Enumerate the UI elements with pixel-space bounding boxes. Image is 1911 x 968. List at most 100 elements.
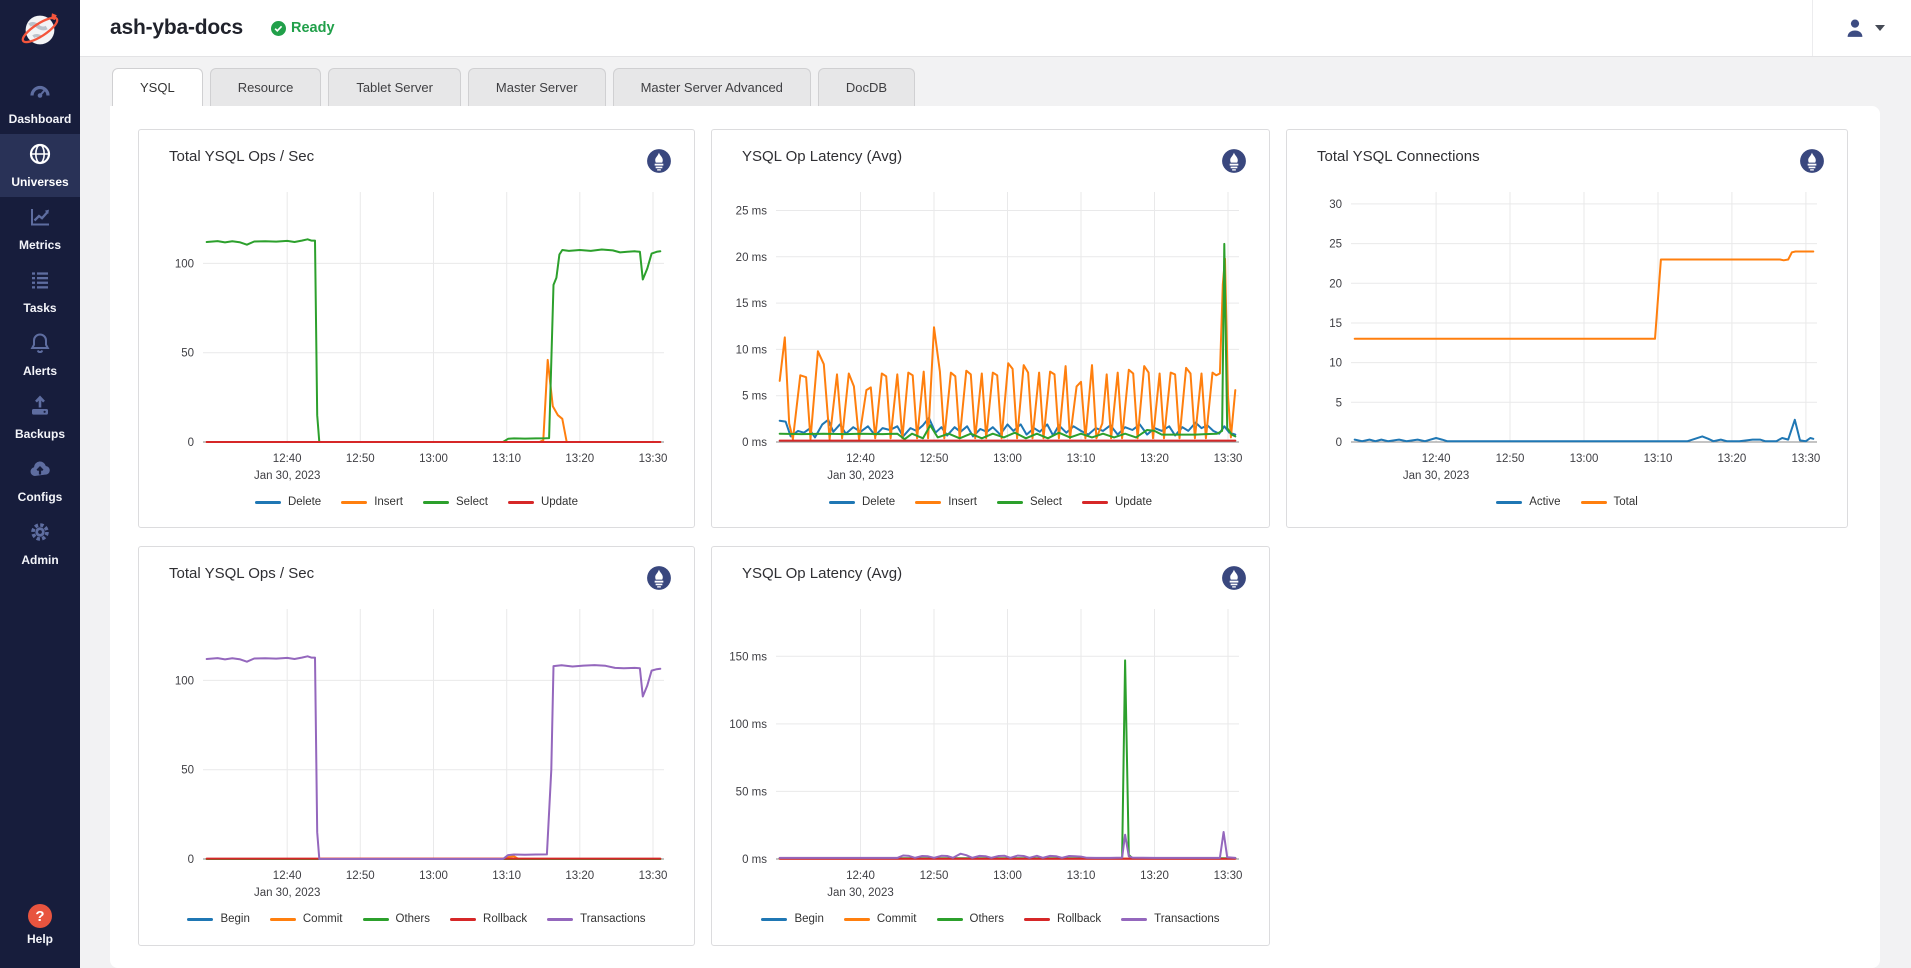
prometheus-icon[interactable] (1799, 148, 1825, 174)
svg-text:12:50: 12:50 (920, 870, 949, 882)
svg-text:10: 10 (1329, 358, 1342, 370)
svg-text:13:00: 13:00 (993, 870, 1022, 882)
tab-ysql[interactable]: YSQL (112, 68, 203, 106)
prometheus-icon[interactable] (646, 148, 672, 174)
page-title: ash-yba-docs (110, 16, 243, 40)
legend-label: Delete (288, 496, 321, 508)
legend-swatch (915, 501, 941, 504)
svg-text:13:10: 13:10 (492, 870, 521, 882)
legend-item-others[interactable]: Others (937, 913, 1005, 925)
legend-swatch (1121, 918, 1147, 921)
sidebar-item-backups[interactable]: Backups (0, 386, 80, 449)
backups-icon (28, 394, 52, 423)
legend-item-select[interactable]: Select (997, 496, 1062, 508)
tab-tablet-server[interactable]: Tablet Server (328, 68, 461, 106)
legend-swatch (187, 918, 213, 921)
legend-item-transactions[interactable]: Transactions (547, 913, 645, 925)
tab-master-server-advanced[interactable]: Master Server Advanced (613, 68, 811, 106)
legend-item-begin[interactable]: Begin (187, 913, 249, 925)
legend-label: Select (456, 496, 488, 508)
legend-item-others[interactable]: Others (363, 913, 431, 925)
sidebar-nav: DashboardUniversesMetrics Tasks Alerts Back… (0, 57, 80, 896)
chart-card-header: Total YSQL Connections (1303, 144, 1831, 184)
sidebar-item-dashboard[interactable]: Dashboard (0, 71, 80, 134)
svg-text:12:50: 12:50 (920, 453, 949, 465)
sidebar-item-alerts[interactable]: Alerts (0, 323, 80, 386)
legend-item-commit[interactable]: Commit (844, 913, 917, 925)
legend-swatch (1581, 501, 1607, 504)
legend-item-delete[interactable]: Delete (255, 496, 321, 508)
app-logo[interactable] (0, 0, 80, 57)
svg-text:13:10: 13:10 (492, 453, 521, 465)
sidebar-item-tasks[interactable]: Tasks (0, 260, 80, 323)
prometheus-icon[interactable] (1221, 148, 1247, 174)
sidebar-item-label: Tasks (23, 301, 56, 315)
svg-text:12:50: 12:50 (346, 453, 375, 465)
sidebar-item-label: Alerts (23, 364, 57, 378)
prometheus-icon[interactable] (1221, 565, 1247, 591)
tab-docdb[interactable]: DocDB (818, 68, 915, 106)
svg-text:Jan 30, 2023: Jan 30, 2023 (254, 887, 321, 899)
sidebar-item-configs[interactable]: Configs (0, 449, 80, 512)
svg-text:100 ms: 100 ms (729, 719, 767, 731)
svg-text:13:30: 13:30 (1214, 453, 1243, 465)
chart-canvas[interactable]: 12:40Jan 30, 202312:5013:0013:1013:2013:… (728, 184, 1253, 490)
chart-title: YSQL Op Latency (Avg) (742, 148, 902, 165)
legend-item-total[interactable]: Total (1581, 496, 1638, 508)
chart-legend: Begin Commit Others Rollback Transactions (155, 913, 678, 925)
tab-master-server[interactable]: Master Server (468, 68, 606, 106)
legend-swatch (341, 501, 367, 504)
admin-icon (28, 520, 52, 549)
svg-text:15 ms: 15 ms (736, 298, 768, 310)
svg-text:Jan 30, 2023: Jan 30, 2023 (254, 470, 321, 482)
chart-canvas[interactable]: 12:40Jan 30, 202312:5013:0013:1013:2013:… (155, 184, 678, 490)
legend-swatch (450, 918, 476, 921)
tab-resource[interactable]: Resource (210, 68, 322, 106)
legend-item-select[interactable]: Select (423, 496, 488, 508)
legend-item-transactions[interactable]: Transactions (1121, 913, 1219, 925)
sidebar-item-universes[interactable]: Universes (0, 134, 80, 197)
svg-text:50 ms: 50 ms (736, 786, 768, 798)
svg-text:25 ms: 25 ms (736, 206, 768, 218)
legend-item-rollback[interactable]: Rollback (1024, 913, 1101, 925)
metrics-tab-bar: YSQLResourceTablet ServerMaster ServerMa… (80, 67, 1911, 106)
legend-item-insert[interactable]: Insert (341, 496, 403, 508)
chart-canvas[interactable]: 12:40Jan 30, 202312:5013:0013:1013:2013:… (155, 601, 678, 907)
sidebar-item-label: Help (27, 932, 53, 946)
user-menu[interactable] (1813, 16, 1911, 40)
legend-item-commit[interactable]: Commit (270, 913, 343, 925)
legend-item-begin[interactable]: Begin (761, 913, 823, 925)
legend-item-update[interactable]: Update (1082, 496, 1152, 508)
legend-label: Rollback (483, 913, 527, 925)
alerts-icon (28, 331, 52, 360)
svg-text:20 ms: 20 ms (736, 252, 768, 264)
legend-item-delete[interactable]: Delete (829, 496, 895, 508)
chart-canvas[interactable]: 12:40Jan 30, 202312:5013:0013:1013:2013:… (728, 601, 1253, 907)
legend-item-update[interactable]: Update (508, 496, 578, 508)
svg-text:10 ms: 10 ms (736, 344, 768, 356)
legend-swatch (1496, 501, 1522, 504)
sidebar-item-help[interactable]: ? Help (0, 896, 80, 954)
legend-item-active[interactable]: Active (1496, 496, 1560, 508)
svg-text:Jan 30, 2023: Jan 30, 2023 (827, 887, 894, 899)
svg-text:5 ms: 5 ms (742, 391, 767, 403)
legend-label: Rollback (1057, 913, 1101, 925)
prometheus-icon[interactable] (646, 565, 672, 591)
svg-text:13:30: 13:30 (639, 870, 668, 882)
sidebar-item-admin[interactable]: Admin (0, 512, 80, 575)
sidebar-item-metrics[interactable]: Metrics (0, 197, 80, 260)
svg-text:20: 20 (1329, 278, 1342, 290)
user-icon (1843, 16, 1867, 40)
svg-text:Jan 30, 2023: Jan 30, 2023 (827, 470, 894, 482)
svg-text:13:10: 13:10 (1644, 453, 1673, 465)
legend-item-insert[interactable]: Insert (915, 496, 977, 508)
chart-legend: Delete Insert Select Update (155, 496, 678, 508)
legend-item-rollback[interactable]: Rollback (450, 913, 527, 925)
legend-swatch (937, 918, 963, 921)
chart-card: YSQL Op Latency (Avg)12:40Jan 30, 202312… (711, 129, 1270, 528)
svg-text:0: 0 (188, 854, 194, 866)
svg-text:100: 100 (175, 675, 194, 687)
svg-text:13:00: 13:00 (993, 453, 1022, 465)
legend-swatch (423, 501, 449, 504)
chart-canvas[interactable]: 12:40Jan 30, 202312:5013:0013:1013:2013:… (1303, 184, 1831, 490)
